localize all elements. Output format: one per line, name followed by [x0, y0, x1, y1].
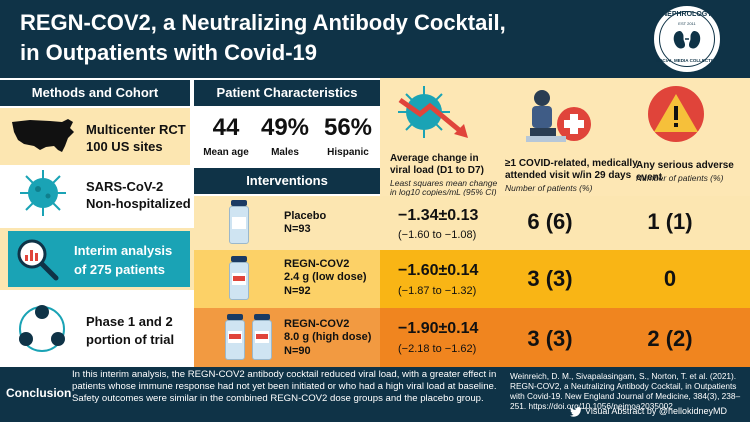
arm-low-name: REGN-COV2	[284, 258, 350, 270]
arm-low-dose: 2.4 g (low dose)	[284, 271, 367, 283]
arm-low-viral: −1.60±0.14	[398, 262, 479, 279]
vial-icon	[229, 206, 249, 244]
title-line-2: in Outpatients with Covid-19	[20, 40, 318, 65]
vial-icon	[229, 262, 249, 300]
credit-text: Visual Abstract by @hellokidneyMD	[585, 406, 728, 416]
arm-placebo-adverse: 1 (1)	[647, 209, 693, 234]
methods-text-1b: 100 US sites	[86, 139, 163, 154]
twitter-icon	[570, 407, 582, 417]
vial-cap	[254, 314, 270, 320]
visits-subheader: Number of patients (%)	[505, 183, 593, 193]
kidney-icon	[673, 31, 701, 49]
logo-est-text: EST 2011	[678, 21, 696, 26]
viral-header-line-1: Average change in	[390, 153, 479, 164]
arm-high-dose: 8.0 g (high dose)	[284, 331, 372, 343]
virus-icon	[20, 170, 66, 216]
logo-bottom-text: SOCIAL MEDIA COLLECTIVE	[655, 58, 719, 63]
arm-placebo-visits: 6 (6)	[527, 209, 573, 234]
vial-cap	[227, 314, 243, 320]
logo-top-text: NEPHROLOGY	[662, 11, 712, 18]
viral-subheader-line-1: Least squares mean change	[390, 178, 498, 188]
arm-low-n: N=92	[284, 285, 311, 297]
arm-low-visits: 3 (3)	[527, 266, 573, 291]
stat-hispanic-label: Hispanic	[327, 147, 369, 158]
stat-age-label: Mean age	[203, 147, 249, 158]
characteristics-heading: Patient Characteristics	[194, 80, 380, 106]
methods-text-4b: portion of trial	[86, 332, 175, 347]
arm-placebo-name: Placebo	[284, 210, 327, 222]
arm-low-adverse: 0	[663, 266, 677, 291]
warning-icon	[648, 86, 704, 142]
methods-heading: Methods and Cohort	[0, 80, 190, 106]
methods-text-2a: SARS-CoV-2	[86, 179, 164, 194]
arm-placebo-viral: −1.34±0.13	[398, 207, 479, 224]
methods-row-4	[0, 293, 190, 367]
arm-low-label-band	[194, 250, 380, 308]
cycle-people-icon	[19, 305, 65, 352]
vial-icon	[252, 320, 272, 360]
vial-cap	[231, 256, 247, 262]
vial-cap	[231, 200, 247, 206]
methods-text-3a: Interim analysis	[74, 243, 173, 258]
footer-banner	[0, 367, 750, 422]
methods-text-2b: Non-hospitalized	[86, 196, 191, 211]
viral-subheader-line-2: in log10 copies/mL (95% CI)	[390, 187, 497, 197]
viral-header-line-2: viral load (D1 to D7)	[390, 165, 484, 176]
arm-high-visits: 3 (3)	[527, 326, 573, 351]
magnifier-chart-icon	[17, 239, 59, 281]
nephrology-logo: NEPHROLOGY EST 2011 SOCIAL MEDIA COLLECT…	[652, 4, 722, 74]
viral-load-decrease-icon	[398, 86, 468, 138]
characteristics-panel	[194, 106, 380, 166]
visits-header-line-2: attended visit w/in 29 days	[505, 170, 632, 181]
arm-row-placebo	[194, 196, 750, 250]
stat-males-label: Males	[271, 147, 299, 158]
methods-text-1a: Multicenter RCT	[86, 122, 186, 137]
interventions-heading: Interventions	[194, 168, 380, 194]
arm-high-n: N=90	[284, 345, 311, 357]
conclusion-label: Conclusion	[6, 386, 72, 400]
patient-visit-icon	[526, 90, 591, 142]
adverse-subheader: Number of patients (%)	[636, 173, 724, 183]
arm-high-viral: −1.90±0.14	[398, 320, 479, 337]
arm-high-name: REGN-COV2	[284, 318, 350, 330]
conclusion-text: In this interim analysis, the REGN-COV2 …	[72, 369, 497, 404]
arm-high-ci: (−2.18 to −1.62)	[398, 343, 477, 355]
arm-placebo-n: N=93	[284, 223, 311, 235]
methods-text-3b: of 275 patients	[74, 262, 166, 277]
citation-text: Weinreich, D. M., Sivapalasingam, S., No…	[510, 371, 741, 411]
stat-males-value: 49%	[260, 114, 310, 141]
visits-header-line-1: ≥1 COVID-related, medically	[505, 158, 638, 169]
stat-hispanic-value: 56%	[323, 114, 373, 141]
us-map-icon	[12, 119, 74, 152]
arm-high-adverse: 2 (2)	[647, 326, 693, 351]
methods-text-4a: Phase 1 and 2	[86, 314, 173, 329]
adverse-header: Any serious adverse event	[636, 160, 734, 183]
title-line-1: REGN-COV2, a Neutralizing Antibody Cockt…	[20, 10, 506, 35]
stat-age-value: 44	[212, 114, 240, 141]
vial-icon	[225, 320, 245, 360]
header-banner	[0, 0, 750, 78]
arm-low-ci: (−1.87 to −1.32)	[398, 285, 477, 297]
arm-placebo-ci: (−1.60 to −1.08)	[398, 229, 477, 241]
